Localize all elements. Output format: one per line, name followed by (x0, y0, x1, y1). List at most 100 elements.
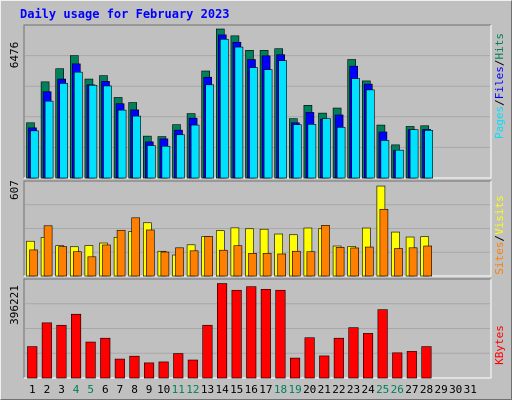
legend-separator: / (493, 99, 506, 106)
pages-bar (190, 124, 200, 179)
pages-bar (322, 118, 331, 179)
x-tick-label: 31 (464, 383, 477, 396)
pages-bar (161, 145, 171, 179)
legend-visits-sites: Sites/Visits (493, 195, 506, 275)
pages-bar (117, 109, 127, 179)
pages-bar (278, 60, 288, 179)
kbytes-bar (129, 355, 140, 379)
sites-bar (408, 247, 418, 277)
sites-bar (277, 253, 287, 277)
pages-bar (292, 124, 302, 179)
y-max-label: 396221 (8, 285, 21, 325)
kbytes-bar (56, 324, 67, 379)
pages-bar (424, 130, 434, 179)
kbytes-bar (377, 309, 388, 379)
pages-bar (30, 130, 39, 179)
sites-bar (58, 246, 68, 277)
x-tick-label: 5 (87, 383, 94, 396)
kbytes-bar (217, 283, 228, 379)
sites-bar (394, 248, 403, 277)
kbytes-bar (187, 359, 198, 379)
pages-bar (103, 85, 112, 179)
legend-word-kbytes: KBytes (493, 325, 506, 365)
x-tick-label: 29 (434, 383, 447, 396)
sites-bar (87, 256, 97, 277)
pages-bar (409, 129, 419, 179)
sites-bar (364, 246, 374, 277)
x-tick-label: 23 (347, 383, 360, 396)
sites-bar (291, 250, 301, 277)
kbytes-bar (231, 289, 242, 379)
pages-bar (336, 127, 346, 179)
x-tick-label: 3 (58, 383, 65, 396)
legend-word-pages: Pages (493, 106, 506, 139)
pages-bar (147, 145, 156, 179)
sites-bar (335, 247, 345, 277)
pages-bar (74, 71, 83, 179)
x-tick-label: 9 (146, 383, 153, 396)
pages-bar (44, 100, 54, 179)
x-tick-label: 11 (172, 383, 185, 396)
kbytes-bar (202, 324, 213, 379)
x-tick-label: 13 (201, 383, 214, 396)
sites-bar (306, 251, 316, 277)
x-tick-label: 28 (420, 383, 433, 396)
x-tick-label: 20 (303, 383, 316, 396)
legend-kbytes: KBytes (493, 325, 506, 365)
kbytes-bar (260, 288, 271, 379)
y-max-label: 6476 (8, 42, 21, 69)
pages-bar (380, 140, 390, 179)
sites-bar (160, 251, 170, 277)
x-tick-label: 19 (288, 383, 301, 396)
x-tick-label: 21 (318, 383, 331, 396)
pages-bar (132, 115, 141, 179)
x-tick-label: 25 (376, 383, 389, 396)
legend-word-files: Files (493, 66, 506, 99)
kbytes-bar (333, 337, 344, 379)
pages-bar (307, 124, 317, 179)
pages-bar (365, 89, 375, 179)
sites-bar (262, 253, 272, 277)
sites-bar (131, 217, 140, 277)
pages-bar (88, 84, 98, 179)
kbytes-bar (362, 333, 374, 379)
pages-bar (234, 46, 244, 179)
sites-bar (204, 236, 213, 277)
sites-bar (146, 229, 155, 277)
panel-bevel-dark (23, 278, 491, 378)
x-tick-label: 6 (102, 383, 109, 396)
legend-word-sites: Sites (493, 242, 506, 275)
sites-bar (189, 250, 199, 277)
pages-bar (263, 69, 273, 179)
kbytes-bar (144, 362, 155, 379)
kbytes-bar (275, 289, 286, 379)
kbytes-bar (85, 341, 96, 379)
sites-bar (43, 225, 53, 277)
pages-bar (351, 78, 361, 179)
x-tick-label: 2 (44, 383, 51, 396)
sites-bar (116, 229, 126, 277)
x-tick-label: 17 (259, 383, 272, 396)
kbytes-bar (421, 346, 432, 379)
x-tick-label: 12 (186, 383, 199, 396)
kbytes-bar (348, 327, 359, 379)
pages-bar (176, 134, 185, 179)
x-tick-label: 30 (449, 383, 462, 396)
x-tick-label: 15 (230, 383, 243, 396)
kbytes-bar (173, 353, 184, 379)
x-tick-label: 7 (117, 383, 124, 396)
kbytes-bar (392, 352, 403, 379)
legend-hits-files-pages: Pages/Files/Hits (493, 33, 506, 139)
sites-bar (233, 245, 243, 277)
y-max-label: 607 (8, 180, 21, 200)
kbytes-bar (319, 355, 330, 379)
kbytes-bar (100, 337, 111, 379)
panel-bevel-dark (23, 180, 491, 276)
sites-bar (73, 251, 82, 277)
graph-title: Daily usage for February 2023 (20, 7, 230, 21)
x-tick-label: 8 (131, 383, 138, 396)
x-tick-label: 4 (73, 383, 80, 396)
panel-bevel-dark (23, 24, 491, 178)
legend-separator: / (493, 60, 506, 67)
kbytes-bar (114, 358, 125, 379)
